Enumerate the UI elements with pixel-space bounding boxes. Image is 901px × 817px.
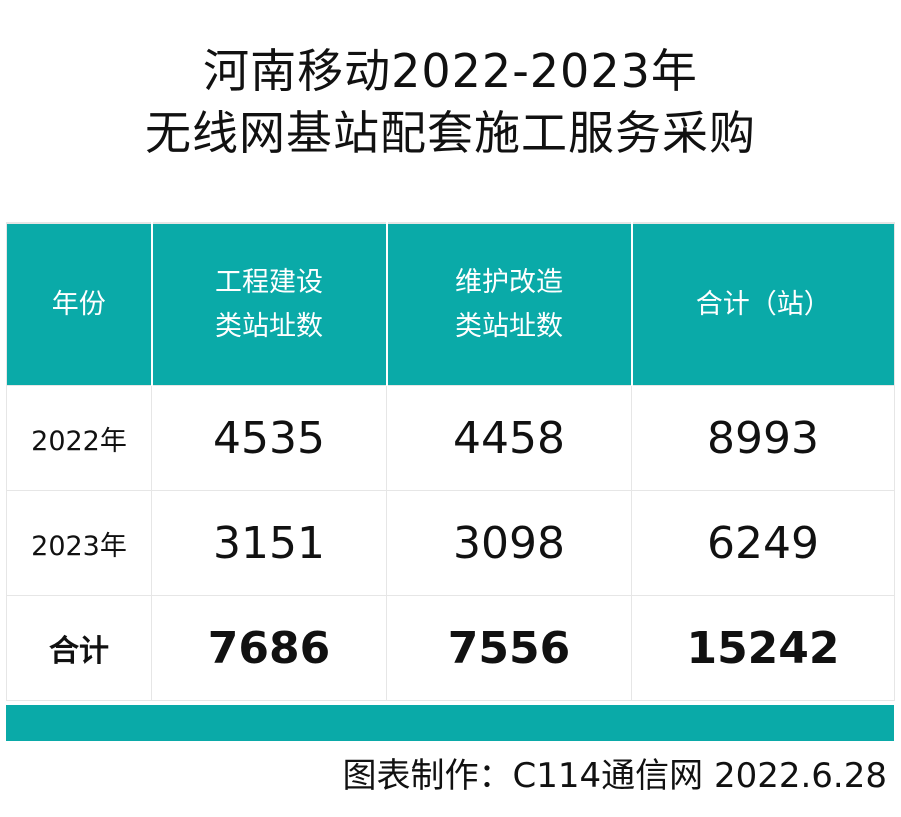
cell-maintenance: 4458 <box>386 385 632 491</box>
header-row: 年份 工程建设 类站址数 维护改造 类站址数 合计（站） <box>6 222 895 386</box>
cell-year: 2023年 <box>6 490 152 596</box>
cell-total-maintenance: 7556 <box>386 595 632 701</box>
header-maintenance-line2: 类站址数 <box>455 310 563 342</box>
data-table: 年份 工程建设 类站址数 维护改造 类站址数 合计（站） 2022年 4535 … <box>6 222 895 701</box>
cell-total: 6249 <box>631 490 895 596</box>
cell-maintenance: 3098 <box>386 490 632 596</box>
header-maintenance: 维护改造 类站址数 <box>385 222 633 386</box>
header-engineering: 工程建设 类站址数 <box>150 222 388 386</box>
cell-total-engineering: 7686 <box>151 595 387 701</box>
footer-credit: 图表制作：C114通信网 2022.6.28 <box>342 756 887 796</box>
cell-engineering: 4535 <box>151 385 387 491</box>
cell-year: 2022年 <box>6 385 152 491</box>
header-maintenance-line1: 维护改造 <box>455 266 563 298</box>
cell-total: 8993 <box>631 385 895 491</box>
table-row: 2023年 3151 3098 6249 <box>6 490 895 596</box>
header-total: 合计（站） <box>630 222 895 386</box>
cell-engineering: 3151 <box>151 490 387 596</box>
header-engineering-line2: 类站址数 <box>215 310 323 342</box>
header-engineering-line1: 工程建设 <box>215 266 323 298</box>
total-row: 合计 7686 7556 15242 <box>6 595 895 701</box>
cell-total-label: 合计 <box>6 595 152 701</box>
header-year: 年份 <box>6 222 153 386</box>
bottom-band <box>6 705 894 741</box>
table-row: 2022年 4535 4458 8993 <box>6 385 895 491</box>
title-line-2: 无线网基站配套施工服务采购 <box>145 106 756 160</box>
cell-total-sum: 15242 <box>631 595 895 701</box>
chart-title: 河南移动2022-2023年 无线网基站配套施工服务采购 <box>0 40 901 164</box>
title-line-1: 河南移动2022-2023年 <box>203 44 698 98</box>
